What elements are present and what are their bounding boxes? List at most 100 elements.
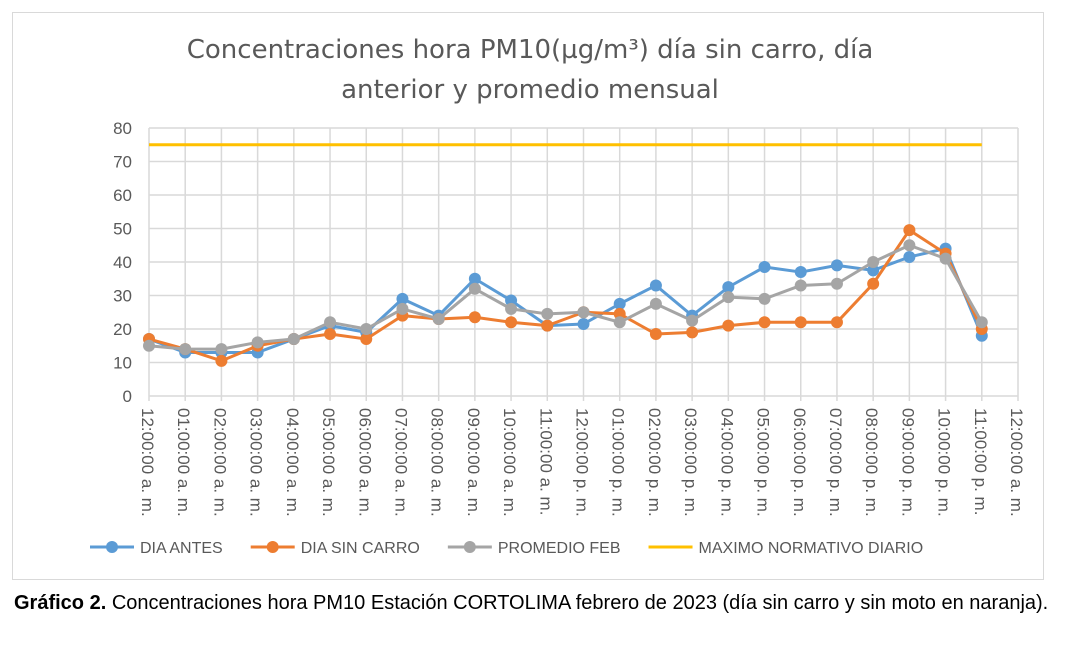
y-tick-label: 0 xyxy=(123,387,132,406)
x-tick-label: 02:00:00 p. m. xyxy=(645,408,664,517)
y-tick-label: 60 xyxy=(113,186,132,205)
x-tick-label: 02:00:00 a. m. xyxy=(210,408,229,517)
legend-label: PROMEDIO FEB xyxy=(498,540,621,557)
x-tick-label: 10:00:00 p. m. xyxy=(935,408,954,517)
figure-caption: Gráfico 2. Concentraciones hora PM10 Est… xyxy=(14,588,1064,618)
data-point xyxy=(794,266,807,279)
data-point xyxy=(396,292,409,305)
x-tick-label: 04:00:00 a. m. xyxy=(283,408,302,517)
x-tick-label: 03:00:00 a. m. xyxy=(247,408,266,517)
data-point xyxy=(613,307,626,320)
x-tick-label: 12:00:00 p. m. xyxy=(573,408,592,517)
x-tick-label: 07:00:00 p. m. xyxy=(826,408,845,517)
caption-label: Gráfico 2. xyxy=(14,592,107,614)
data-point xyxy=(686,314,699,327)
x-tick-label: 01:00:00 a. m. xyxy=(174,408,193,517)
y-tick-label: 40 xyxy=(113,253,132,272)
data-point xyxy=(613,297,626,310)
data-point xyxy=(903,239,916,252)
legend-marker xyxy=(463,541,476,553)
data-point xyxy=(830,259,843,272)
data-point xyxy=(215,343,228,356)
caption-text: Concentraciones hora PM10 Estación CORTO… xyxy=(106,592,1049,614)
x-tick-label: 05:00:00 p. m. xyxy=(754,408,773,517)
legend-marker xyxy=(106,541,118,553)
data-point xyxy=(577,306,590,319)
x-tick-label: 11:00:00 a. m. xyxy=(536,408,555,515)
y-tick-label: 80 xyxy=(113,119,132,138)
x-tick-label: 12:00:00 a. m. xyxy=(138,408,157,517)
data-point xyxy=(541,307,554,320)
data-point xyxy=(722,291,735,304)
y-tick-label: 10 xyxy=(113,354,132,373)
x-tick-label: 06:00:00 a. m. xyxy=(355,408,374,517)
x-tick-label: 05:00:00 a. m. xyxy=(319,408,338,517)
data-point xyxy=(758,292,771,305)
data-point xyxy=(360,323,373,335)
x-tick-label: 01:00:00 p. m. xyxy=(609,408,628,517)
x-tick-label: 12:00:00 a. m. xyxy=(1007,408,1026,517)
data-point xyxy=(939,252,952,265)
y-tick-label: 20 xyxy=(113,320,132,339)
data-point xyxy=(505,316,518,329)
data-point xyxy=(360,333,373,346)
data-point xyxy=(577,317,590,330)
legend-label: MAXIMO NORMATIVO DIARIO xyxy=(699,540,924,557)
data-point xyxy=(251,336,264,349)
data-point xyxy=(830,277,843,290)
data-point xyxy=(758,316,771,329)
data-point xyxy=(649,297,662,310)
x-tick-label: 11:00:00 p. m. xyxy=(971,408,990,515)
data-point xyxy=(649,328,662,341)
legend-marker xyxy=(266,541,279,553)
data-point xyxy=(432,312,445,325)
data-point xyxy=(613,316,626,329)
data-point xyxy=(758,261,771,274)
data-point xyxy=(649,279,662,292)
y-tick-label: 70 xyxy=(113,153,132,172)
data-point xyxy=(975,316,988,329)
x-tick-label: 10:00:00 a. m. xyxy=(500,408,519,517)
chart-title-line: anterior y promedio mensual xyxy=(341,75,719,105)
data-point xyxy=(505,302,518,315)
legend-label: DIA ANTES xyxy=(140,540,223,557)
y-tick-label: 50 xyxy=(113,220,132,239)
chart-title: Concentraciones hora PM10(µg/m³) día sin… xyxy=(0,30,1060,110)
data-point xyxy=(396,302,409,315)
x-tick-label: 07:00:00 a. m. xyxy=(391,408,410,517)
legend-label: DIA SIN CARRO xyxy=(301,540,420,557)
x-tick-label: 06:00:00 p. m. xyxy=(790,408,809,517)
data-point xyxy=(686,326,699,339)
x-tick-label: 09:00:00 a. m. xyxy=(464,408,483,517)
data-point xyxy=(468,282,481,295)
chart-frame xyxy=(12,12,1044,580)
data-point xyxy=(903,224,916,237)
data-point xyxy=(794,279,807,292)
x-tick-label: 08:00:00 a. m. xyxy=(428,408,447,517)
data-point xyxy=(541,319,554,332)
x-tick-label: 03:00:00 p. m. xyxy=(681,408,700,517)
x-tick-label: 09:00:00 p. m. xyxy=(898,408,917,517)
data-point xyxy=(143,339,155,352)
y-tick-label: 30 xyxy=(113,287,132,306)
data-point xyxy=(505,294,518,307)
data-point xyxy=(468,272,481,285)
data-point xyxy=(179,343,192,356)
data-point xyxy=(794,316,807,329)
data-point xyxy=(867,256,880,268)
data-point xyxy=(830,316,843,329)
series-line xyxy=(148,243,984,351)
data-point xyxy=(468,311,481,324)
chart-title-line: Concentraciones hora PM10(µg/m³) día sin… xyxy=(186,35,874,65)
data-point xyxy=(867,277,880,290)
x-tick-label: 08:00:00 p. m. xyxy=(862,408,881,517)
data-point xyxy=(215,354,228,367)
x-tick-label: 04:00:00 p. m. xyxy=(717,408,736,517)
data-point xyxy=(324,316,337,329)
data-point xyxy=(722,281,735,294)
data-point xyxy=(903,250,916,263)
data-point xyxy=(722,319,735,332)
data-point xyxy=(867,264,880,277)
data-point xyxy=(287,333,300,346)
